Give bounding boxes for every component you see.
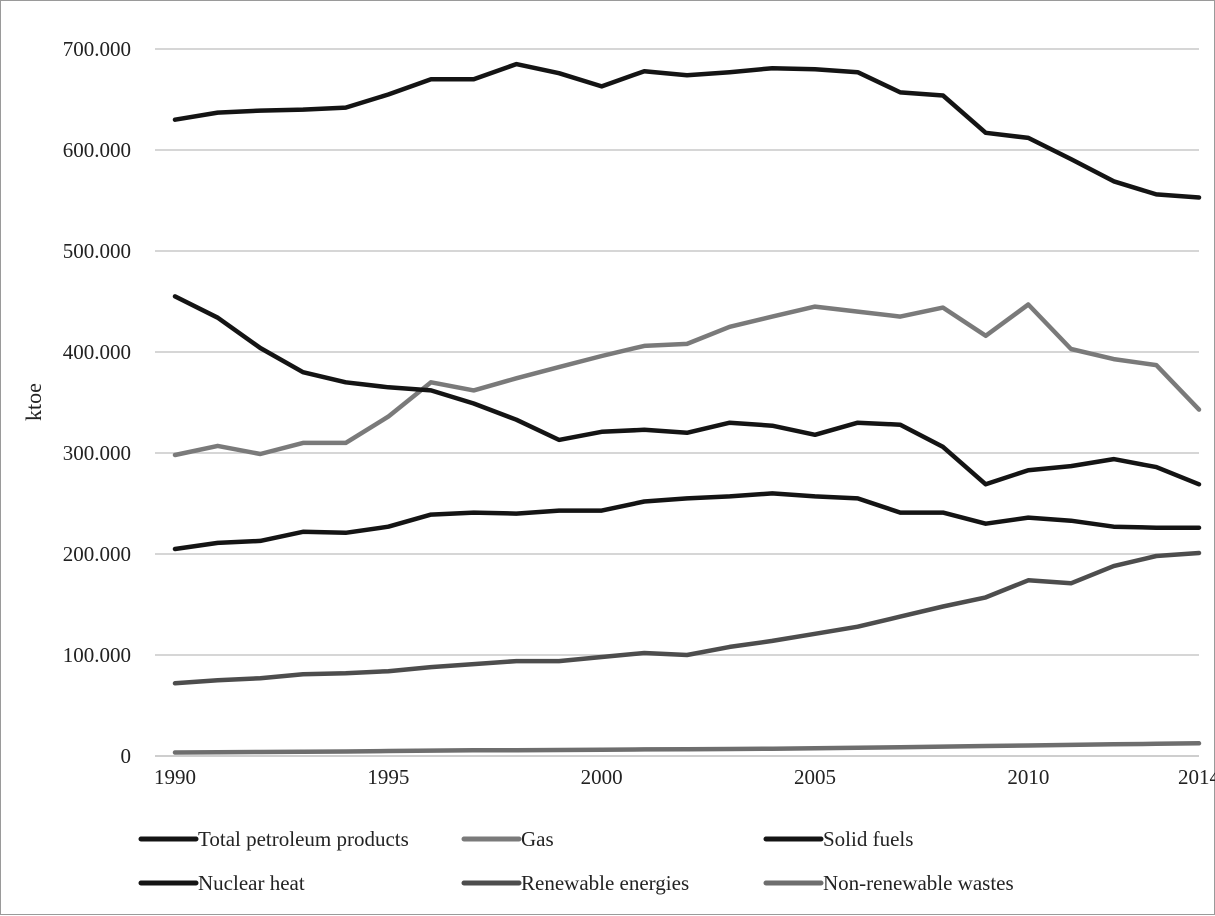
legend-label: Gas bbox=[521, 827, 554, 851]
legend-label: Solid fuels bbox=[823, 827, 913, 851]
legend-label: Total petroleum products bbox=[198, 827, 409, 851]
legend-label: Nuclear heat bbox=[198, 871, 305, 895]
y-tick-label: 400.000 bbox=[63, 340, 131, 364]
x-tick-label: 2014 bbox=[1178, 765, 1215, 789]
x-tick-label: 1990 bbox=[154, 765, 196, 789]
series-line-non-renewable-wastes bbox=[172, 741, 1202, 755]
legend-label: Renewable energies bbox=[521, 871, 689, 895]
y-tick-label: 300.000 bbox=[63, 441, 131, 465]
x-tick-label: 1995 bbox=[367, 765, 409, 789]
series-line-total-petroleum-products bbox=[172, 61, 1202, 200]
y-tick-label: 200.000 bbox=[63, 542, 131, 566]
series-line-nuclear-heat bbox=[172, 491, 1202, 552]
y-tick-label: 500.000 bbox=[63, 239, 131, 263]
series-line-gas bbox=[172, 302, 1202, 458]
x-tick-label: 2000 bbox=[581, 765, 623, 789]
series-line-renewable-energies bbox=[172, 550, 1202, 686]
legend-label: Non-renewable wastes bbox=[823, 871, 1014, 895]
y-axis-title: ktoe bbox=[21, 383, 46, 421]
y-tick-label: 600.000 bbox=[63, 138, 131, 162]
y-tick-label: 700.000 bbox=[63, 37, 131, 61]
x-tick-label: 2005 bbox=[794, 765, 836, 789]
series-line-solid-fuels bbox=[172, 294, 1202, 487]
x-tick-label: 2010 bbox=[1007, 765, 1049, 789]
y-tick-label: 100.000 bbox=[63, 643, 131, 667]
y-tick-label: 0 bbox=[121, 744, 132, 768]
